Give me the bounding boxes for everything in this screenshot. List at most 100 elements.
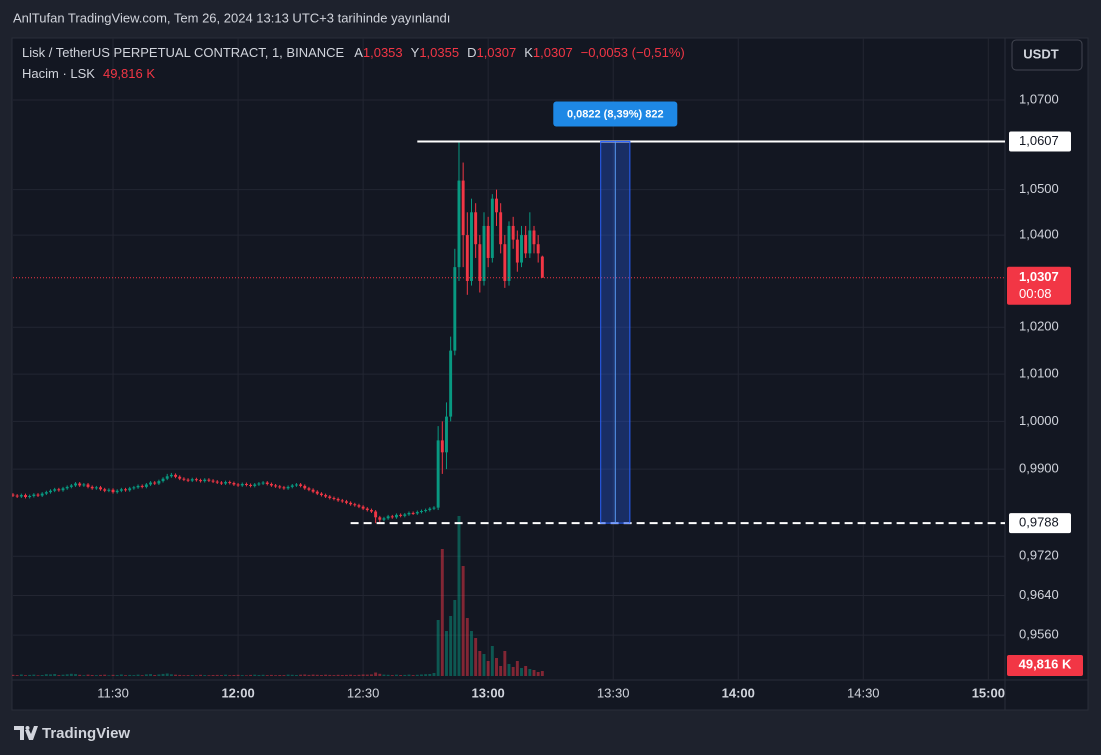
candle-body: [399, 514, 403, 516]
volume-bar: [540, 671, 544, 676]
candle-body: [369, 510, 373, 512]
volume-bar: [507, 664, 511, 676]
legend-line: Lisk / TetherUS PERPETUAL CONTRACT, 1, B…: [22, 45, 685, 60]
volume-bar: [203, 675, 207, 676]
line-price-label: 0,9788: [1019, 515, 1059, 530]
volume-bar: [161, 673, 165, 676]
volume-bar: [349, 674, 353, 676]
volume-bar: [290, 674, 294, 676]
volume-bar: [328, 674, 332, 676]
change: −0,0053 (−0,51%): [581, 45, 685, 60]
volume-label: Hacim · LSK: [22, 66, 95, 81]
volume-bar: [236, 674, 240, 676]
countdown: 00:08: [1019, 286, 1052, 301]
volume-bar: [524, 666, 528, 676]
volume-bar: [353, 675, 357, 676]
candle-body: [511, 225, 515, 240]
volume-bar: [136, 674, 140, 676]
candle-body: [311, 489, 315, 492]
volume-bar: [445, 631, 448, 676]
volume-bar: [124, 675, 127, 676]
candle-body: [265, 482, 269, 484]
candle-body: [319, 493, 323, 496]
candle-body: [24, 495, 27, 497]
candle-body: [165, 476, 169, 479]
volume-bar: [165, 673, 169, 676]
candle-body: [94, 487, 98, 489]
candle-body: [261, 482, 265, 484]
candle-body: [207, 479, 211, 481]
volume-bar: [94, 675, 98, 676]
candle-body: [490, 198, 494, 258]
volume-bar: [40, 675, 44, 676]
candle-body: [432, 507, 436, 509]
volume-bar: [219, 675, 223, 676]
volume-bar: [532, 670, 536, 676]
candle-body: [236, 484, 240, 486]
candle-body: [57, 489, 61, 491]
x-tick-label: 14:30: [847, 685, 880, 700]
y-tick-label: 1,0500: [1019, 181, 1059, 196]
candle-body: [115, 490, 119, 493]
candle-body: [532, 230, 536, 245]
candle-body: [224, 482, 228, 484]
volume-bar: [257, 675, 261, 676]
volume-bar: [182, 675, 186, 676]
candle-body: [420, 511, 423, 513]
y-tick-label: 0,9720: [1019, 548, 1059, 563]
candle-body: [186, 479, 190, 481]
y-tick-label: 0,9900: [1019, 461, 1059, 476]
volume-bar: [478, 651, 482, 676]
volume-bar: [15, 675, 19, 676]
x-tick-label: 12:30: [347, 685, 380, 700]
candle-body: [232, 483, 236, 485]
candle-body: [136, 485, 140, 488]
candle-body: [194, 479, 198, 481]
currency-button[interactable]: [1011, 39, 1083, 71]
y-tick-label: 0,9560: [1019, 627, 1059, 642]
volume-bar: [190, 675, 194, 676]
candle-body: [253, 484, 257, 486]
volume-bar: [240, 675, 244, 676]
volume-bar: [278, 675, 282, 676]
x-tick-label: 13:00: [472, 685, 505, 700]
candle-body: [515, 239, 519, 263]
candle-body: [303, 485, 307, 489]
candle-body: [407, 512, 411, 515]
candle-body: [524, 235, 528, 254]
candle-body: [461, 180, 465, 236]
candle-body: [332, 497, 336, 499]
volume-bar: [511, 667, 515, 676]
volume-bar: [386, 674, 390, 676]
volume-bar: [378, 673, 382, 676]
volume-bar: [319, 675, 323, 676]
volume-bar: [78, 674, 82, 676]
candle-body: [53, 489, 57, 491]
candle-body: [282, 487, 286, 489]
candle-body: [86, 484, 90, 487]
ohlc-label: Y: [411, 45, 420, 60]
volume-bar: [357, 674, 361, 676]
x-tick-label: 12:00: [221, 685, 254, 700]
volume-bar: [282, 675, 286, 676]
ohlc-label: A: [354, 45, 363, 60]
currency[interactable]: USDT: [1023, 46, 1058, 61]
volume-bar: [149, 674, 153, 676]
candle-body: [482, 225, 486, 281]
volume-bar: [474, 638, 478, 676]
volume-bar: [274, 675, 278, 676]
candle-body: [528, 230, 532, 254]
candle-body: [415, 511, 419, 514]
publish-header: AnlTufan TradingView.com, Tem 26, 2024 1…: [13, 10, 450, 25]
line-price-box: [1009, 513, 1071, 534]
candle-body: [307, 488, 311, 490]
volume-bar: [299, 674, 303, 676]
y-tick-label: 1,0000: [1019, 413, 1059, 428]
volume-bar: [132, 675, 136, 676]
volume-bar: [307, 674, 311, 676]
volume-bar: [465, 618, 469, 676]
ohlc-value: 1,0307: [476, 45, 516, 60]
ohlc-label: D: [467, 45, 476, 60]
candle-body: [153, 482, 157, 484]
candle-body: [428, 508, 432, 511]
